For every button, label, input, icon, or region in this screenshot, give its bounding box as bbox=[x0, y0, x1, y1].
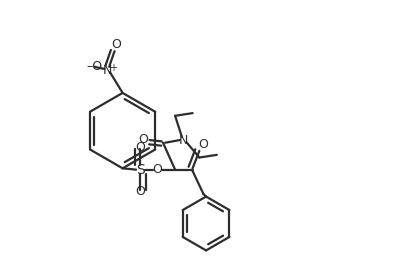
Text: O: O bbox=[112, 38, 121, 51]
Text: N: N bbox=[179, 134, 188, 147]
Text: +: + bbox=[109, 63, 117, 73]
Text: O: O bbox=[135, 186, 145, 199]
Text: S: S bbox=[136, 163, 145, 177]
Text: O: O bbox=[135, 141, 145, 154]
Text: O: O bbox=[153, 163, 162, 176]
Text: O: O bbox=[139, 133, 148, 146]
Text: O: O bbox=[198, 138, 208, 151]
Text: –O: –O bbox=[86, 60, 103, 73]
Text: N: N bbox=[103, 64, 112, 76]
